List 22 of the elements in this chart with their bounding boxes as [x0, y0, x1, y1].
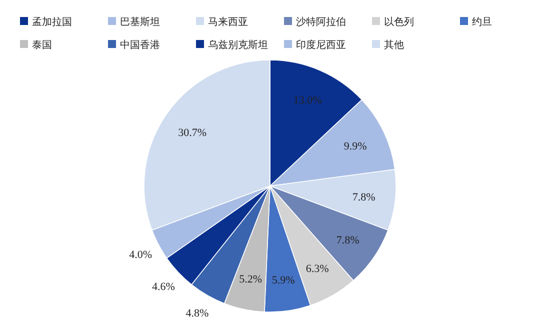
data-label: 7.8%	[352, 192, 376, 204]
legend-label: 泰国	[32, 40, 52, 51]
data-label: 9.9%	[344, 140, 367, 152]
data-label: 13.0%	[293, 94, 322, 106]
data-label: 30.7%	[178, 127, 207, 140]
data-label: 4.8%	[186, 308, 209, 320]
data-label: 7.8%	[336, 234, 360, 247]
data-label: 5.9%	[272, 274, 295, 287]
legend-label: 印度尼西亚	[296, 39, 346, 51]
data-label: 4.0%	[129, 248, 152, 261]
legend-label: 乌兹别克斯坦	[208, 39, 268, 51]
legend-label: 沙特阿拉伯	[296, 16, 346, 28]
data-label: 4.6%	[152, 281, 175, 294]
legend-label: 巴基斯坦	[120, 16, 160, 28]
data-label: 5.2%	[239, 273, 262, 286]
legend-label: 中国香港	[120, 39, 160, 51]
legend-label: 以色列	[384, 16, 414, 28]
legend-label: 孟加拉国	[32, 16, 72, 28]
legend-label: 马来西亚	[208, 16, 248, 28]
legend-label: 约旦	[472, 16, 492, 28]
data-label: 6.3%	[306, 262, 329, 275]
legend-label: 其他	[384, 39, 404, 51]
